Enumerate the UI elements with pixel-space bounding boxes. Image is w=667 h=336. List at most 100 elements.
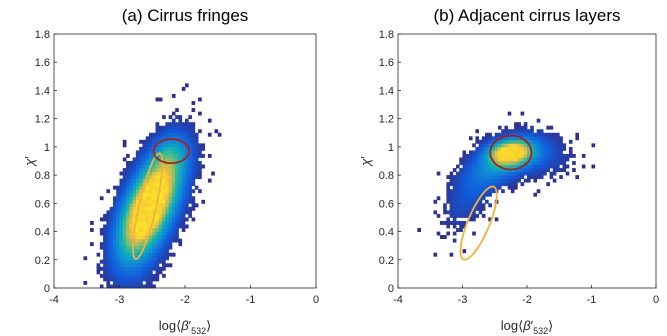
heatmap-bin — [106, 220, 111, 225]
panel-b-heatmap — [417, 111, 596, 257]
heatmap-bin — [459, 206, 463, 211]
heatmap-bin — [139, 224, 143, 229]
heatmap-bin — [116, 238, 120, 243]
heatmap-bin — [145, 228, 150, 232]
heatmap-bin — [142, 164, 147, 169]
heatmap-bin — [459, 175, 463, 180]
heatmap-bin — [155, 178, 160, 183]
heatmap-bin — [181, 192, 186, 197]
heatmap-bin — [132, 182, 137, 187]
heatmap-bin — [459, 210, 463, 215]
heatmap-bin — [491, 146, 496, 151]
heatmap-bin — [497, 182, 502, 187]
heatmap-bin — [494, 153, 499, 158]
panel-a-ylabel: χ′ — [22, 156, 37, 167]
heatmap-bin — [152, 175, 156, 180]
panel-a-x-ticks: -4 -3 -2 -1 0 — [49, 285, 319, 306]
heatmap-bin — [178, 192, 183, 197]
heatmap-bin — [559, 175, 563, 180]
y-tick-label: 0.2 — [35, 255, 50, 267]
heatmap-bin — [135, 171, 140, 176]
heatmap-bin — [546, 139, 550, 144]
heatmap-bin — [135, 273, 140, 278]
heatmap-bin — [129, 270, 133, 275]
heatmap-bin — [443, 210, 447, 215]
heatmap-bin — [181, 213, 186, 218]
heatmap-bin — [145, 210, 150, 215]
heatmap-bin — [539, 153, 544, 158]
heatmap-bin — [543, 150, 547, 155]
heatmap-bin — [152, 284, 156, 289]
heatmap-bin — [446, 182, 451, 187]
heatmap-bin — [452, 182, 457, 187]
heatmap-bin — [171, 220, 176, 225]
heatmap-bin — [504, 136, 509, 141]
heatmap-bin — [191, 139, 196, 144]
heatmap-bin — [129, 189, 133, 194]
heatmap-bin — [126, 192, 130, 197]
heatmap-bin — [145, 192, 150, 197]
heatmap-bin — [485, 185, 489, 190]
heatmap-bin — [171, 175, 176, 180]
heatmap-bin — [145, 203, 150, 208]
heatmap-bin — [112, 266, 117, 271]
heatmap-bin — [181, 175, 186, 180]
heatmap-bin — [527, 129, 531, 134]
heatmap-bin — [452, 199, 457, 204]
heatmap-bin — [443, 220, 447, 225]
heatmap-bin — [465, 192, 470, 197]
heatmap-bin — [139, 242, 143, 247]
heatmap-bin — [507, 171, 512, 176]
heatmap-bin — [162, 224, 166, 229]
heatmap-bin — [148, 199, 153, 204]
heatmap-bin — [191, 150, 196, 155]
heatmap-bin — [106, 284, 111, 289]
heatmap-bin — [488, 161, 492, 165]
heatmap-bin — [478, 139, 483, 144]
heatmap-bin — [504, 178, 509, 183]
heatmap-bin — [165, 185, 170, 190]
heatmap-bin — [494, 157, 499, 162]
heatmap-bin — [488, 136, 492, 141]
heatmap-bin — [188, 164, 192, 169]
heatmap-bin — [158, 168, 163, 172]
heatmap-bin — [162, 213, 166, 218]
heatmap-bin — [185, 217, 189, 222]
heatmap-bin — [517, 143, 521, 148]
heatmap-bin — [165, 157, 170, 162]
heatmap-bin — [165, 129, 170, 134]
heatmap-bin — [549, 157, 554, 162]
heatmap-bin — [168, 263, 173, 268]
heatmap-bin — [536, 146, 541, 151]
heatmap-bin — [494, 168, 499, 172]
heatmap-bin — [162, 185, 166, 190]
heatmap-bin — [478, 171, 483, 176]
heatmap-bin — [510, 150, 515, 155]
heatmap-bin — [116, 256, 120, 261]
heatmap-bin — [530, 139, 534, 144]
heatmap-bin — [556, 157, 560, 162]
heatmap-bin — [171, 129, 176, 134]
heatmap-bin — [165, 210, 170, 215]
heatmap-bin — [168, 185, 173, 190]
heatmap-bin — [504, 182, 509, 187]
heatmap-bin — [175, 224, 179, 229]
heatmap-bin — [456, 203, 460, 208]
heatmap-bin — [168, 224, 173, 229]
heatmap-bin — [168, 115, 173, 120]
heatmap-bin — [126, 270, 130, 275]
heatmap-bin — [132, 210, 137, 215]
heatmap-bin — [165, 171, 170, 176]
heatmap-bin — [171, 213, 176, 218]
heatmap-bin — [152, 220, 156, 225]
heatmap-bin — [198, 150, 202, 155]
heatmap-bin — [129, 168, 133, 172]
heatmap-bin — [417, 228, 421, 232]
heatmap-bin — [507, 139, 512, 144]
heatmap-bin — [148, 192, 153, 197]
heatmap-bin — [162, 136, 166, 141]
heatmap-bin — [112, 280, 117, 285]
heatmap-bin — [491, 150, 496, 155]
heatmap-bin — [530, 175, 534, 180]
heatmap-bin — [465, 157, 470, 162]
